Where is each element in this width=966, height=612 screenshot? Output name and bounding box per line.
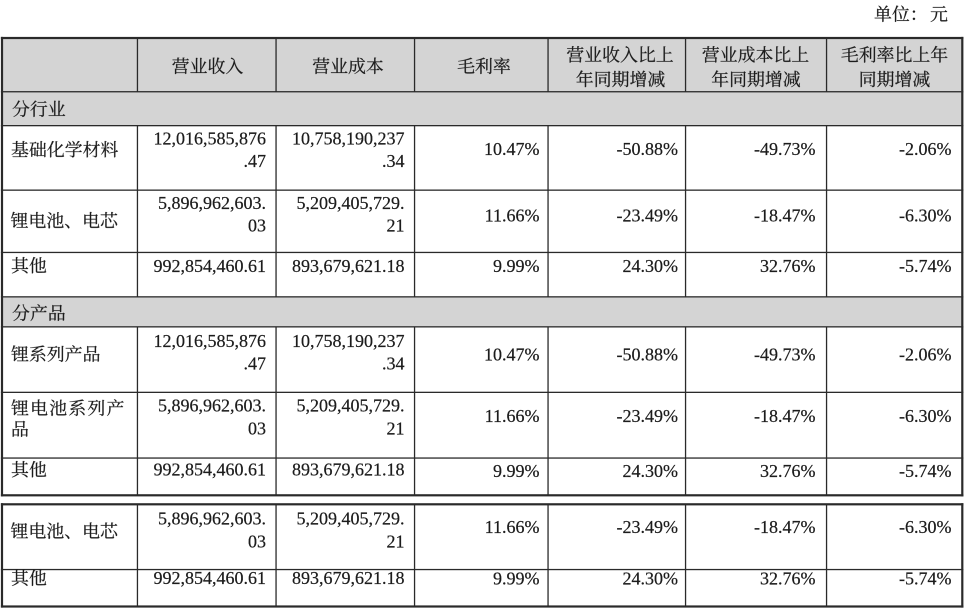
svg-text:12,016,585,876: 12,016,585,876 (154, 129, 267, 149)
svg-text:-18.47%: -18.47% (754, 517, 816, 537)
svg-text:.34: .34 (382, 151, 405, 171)
svg-text:21: 21 (387, 419, 405, 439)
svg-text:9.99%: 9.99% (493, 256, 540, 276)
svg-text:03: 03 (248, 532, 266, 552)
svg-text:893,679,621.18: 893,679,621.18 (292, 568, 405, 588)
svg-text:11.66%: 11.66% (485, 406, 540, 426)
svg-text:12,016,585,876: 12,016,585,876 (154, 331, 267, 351)
svg-text:24.30%: 24.30% (623, 256, 679, 276)
svg-text:32.76%: 32.76% (760, 461, 816, 481)
svg-text:5,209,405,729.: 5,209,405,729. (297, 509, 405, 529)
svg-text:.34: .34 (382, 354, 405, 374)
svg-text:21: 21 (387, 216, 405, 236)
svg-text:24.30%: 24.30% (623, 461, 679, 481)
svg-text:-6.30%: -6.30% (899, 517, 952, 537)
svg-text:-2.06%: -2.06% (899, 345, 952, 365)
svg-text:9.99%: 9.99% (493, 569, 540, 589)
svg-text:-50.88%: -50.88% (617, 139, 679, 159)
svg-text:32.76%: 32.76% (760, 256, 816, 276)
svg-text:-50.88%: -50.88% (617, 345, 679, 365)
svg-text:03: 03 (248, 216, 266, 236)
svg-text:-23.49%: -23.49% (617, 406, 679, 426)
svg-text:-6.30%: -6.30% (899, 206, 952, 226)
svg-text:893,679,621.18: 893,679,621.18 (292, 256, 405, 276)
svg-text:.47: .47 (244, 354, 267, 374)
svg-text:24.30%: 24.30% (623, 569, 679, 589)
svg-text:9.99%: 9.99% (493, 461, 540, 481)
svg-text:992,854,460.61: 992,854,460.61 (154, 460, 267, 480)
svg-text:-2.06%: -2.06% (899, 139, 952, 159)
svg-text:10.47%: 10.47% (484, 345, 540, 365)
svg-text:-49.73%: -49.73% (754, 345, 816, 365)
svg-text:5,896,962,603.: 5,896,962,603. (158, 396, 266, 416)
svg-text:-49.73%: -49.73% (754, 139, 816, 159)
svg-text:-23.49%: -23.49% (617, 206, 679, 226)
svg-text:-18.47%: -18.47% (754, 406, 816, 426)
svg-text:-5.74%: -5.74% (899, 256, 952, 276)
svg-text:-5.74%: -5.74% (899, 569, 952, 589)
svg-text:11.66%: 11.66% (485, 206, 540, 226)
svg-text:10,758,190,237: 10,758,190,237 (292, 331, 405, 351)
svg-text:5,209,405,729.: 5,209,405,729. (297, 193, 405, 213)
svg-text:10,758,190,237: 10,758,190,237 (292, 129, 405, 149)
svg-text:-18.47%: -18.47% (754, 206, 816, 226)
svg-text:893,679,621.18: 893,679,621.18 (292, 460, 405, 480)
svg-text:5,896,962,603.: 5,896,962,603. (158, 193, 266, 213)
svg-text:992,854,460.61: 992,854,460.61 (154, 256, 267, 276)
svg-text:-6.30%: -6.30% (899, 406, 952, 426)
svg-text:5,896,962,603.: 5,896,962,603. (158, 509, 266, 529)
svg-text:21: 21 (387, 532, 405, 552)
svg-text:.47: .47 (244, 151, 267, 171)
svg-text:10.47%: 10.47% (484, 139, 540, 159)
svg-text:32.76%: 32.76% (760, 569, 816, 589)
svg-text:-5.74%: -5.74% (899, 461, 952, 481)
svg-text:5,209,405,729.: 5,209,405,729. (297, 396, 405, 416)
svg-text:992,854,460.61: 992,854,460.61 (154, 568, 267, 588)
svg-text:03: 03 (248, 419, 266, 439)
svg-text:-23.49%: -23.49% (617, 517, 679, 537)
svg-text:11.66%: 11.66% (485, 517, 540, 537)
